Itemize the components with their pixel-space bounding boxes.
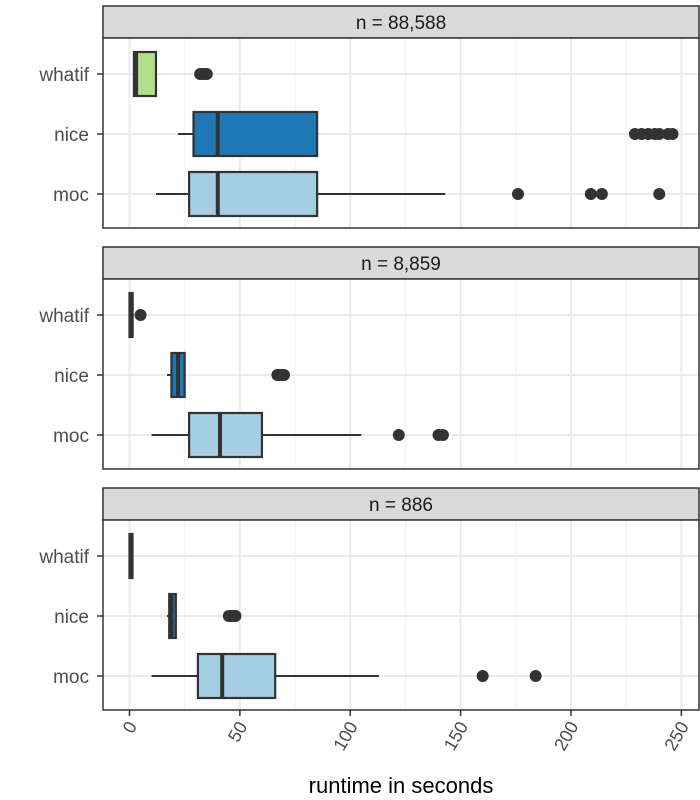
panel-strip [102,487,700,521]
y-tick-label: nice [54,125,89,146]
panel-title: n = 8,859 [361,254,441,275]
y-tick-label: moc [53,667,89,688]
outlier-point [134,309,147,321]
panel-strip [102,5,700,39]
panel-title: n = 88,588 [356,13,446,34]
outlier-point [653,188,666,200]
y-tick-label: moc [53,185,89,206]
box-iqr [187,170,319,218]
gridlines [103,520,699,710]
x-tick-label: 100 [329,718,361,754]
panels-layer: n = 88,588 whatif nice moc n = 8,859 whatif ni… [38,5,700,711]
box-nice [167,592,242,640]
outlier-point [529,670,542,682]
panel-border [102,278,700,470]
box-nice [178,110,679,158]
box-moc [155,170,666,218]
y-tick-label: whatif [38,547,89,568]
box-iqr [187,411,264,459]
box-iqr [196,652,277,700]
outlier-point [278,369,291,381]
x-tick-label: 200 [550,718,582,754]
y-tick-label: nice [54,366,89,387]
x-tick-label: 0 [119,718,141,737]
outlier-point [584,188,597,200]
box-nice [167,351,291,399]
box-whatif [128,532,134,580]
panel-border [102,37,700,229]
y-tick-label: whatif [38,306,89,327]
box-moc [151,411,449,459]
outlier-point [392,429,405,441]
outlier-point [200,68,213,80]
x-tick-label: 250 [660,718,692,754]
outlier-point [229,610,242,622]
x-tick-label: 150 [440,718,472,754]
x-axis-title: runtime in seconds [309,773,494,798]
outlier-point [595,188,608,200]
x-axis: 0 50 100 150 200 250 [119,710,693,754]
outlier-point [511,188,524,200]
outlier-point [436,429,449,441]
box-moc [151,652,542,700]
panel-3: n = 886 whatif nice moc [38,487,700,711]
box-whatif [132,50,213,98]
y-tick-label: whatif [38,65,89,86]
box-iqr [192,110,319,158]
outlier-point [666,128,679,140]
box-whatif [128,291,147,339]
panel-title: n = 886 [369,495,433,516]
outlier-point [476,670,489,682]
box-iqr [132,50,158,98]
panel-border [102,519,700,711]
y-tick-label: nice [54,607,89,628]
panel-1: n = 88,588 whatif nice moc [38,5,700,229]
x-tick-label: 50 [224,718,251,745]
y-tick-label: moc [53,426,89,447]
outlier-point [653,128,666,140]
panel-2: n = 8,859 whatif nice moc [38,246,700,470]
